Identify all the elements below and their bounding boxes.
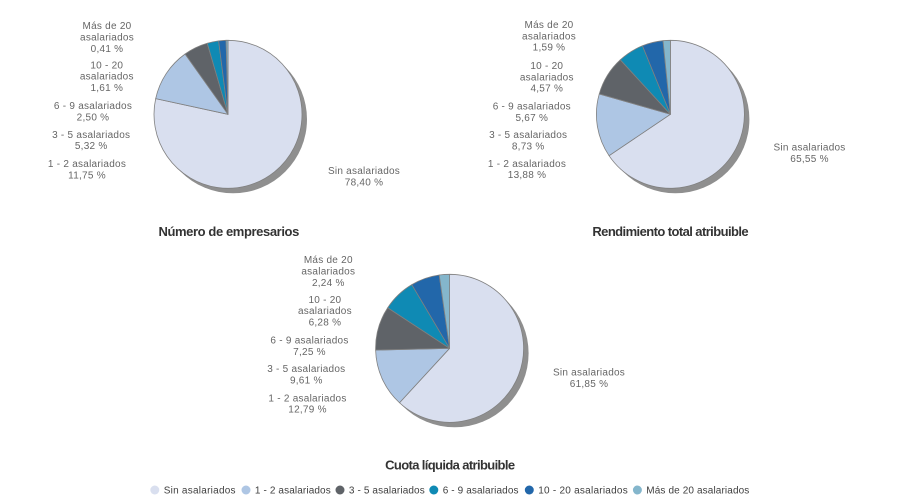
svg-text:78,40 %: 78,40 % <box>345 178 383 189</box>
svg-text:5,67 %: 5,67 % <box>515 113 548 124</box>
svg-text:10 - 20 asalariados: 10 - 20 asalariados <box>538 486 628 497</box>
svg-text:1 - 2 asalariados: 1 - 2 asalariados <box>48 159 126 170</box>
svg-text:asalariados: asalariados <box>298 306 352 317</box>
svg-text:5,32 %: 5,32 % <box>75 141 108 152</box>
svg-text:6 - 9 asalariados: 6 - 9 asalariados <box>493 102 571 113</box>
svg-text:0,41 %: 0,41 % <box>91 44 124 55</box>
svg-text:asalariados: asalariados <box>80 33 134 44</box>
svg-text:Sin asalariados: Sin asalariados <box>328 166 400 177</box>
svg-text:61,85 %: 61,85 % <box>570 379 608 390</box>
svg-text:Número de empresarios: Número de empresarios <box>158 224 299 239</box>
svg-text:11,75 %: 11,75 % <box>68 171 106 182</box>
svg-text:Sin asalariados: Sin asalariados <box>553 368 625 379</box>
svg-text:asalariados: asalariados <box>520 72 574 83</box>
svg-text:6 - 9 asalariados: 6 - 9 asalariados <box>270 336 348 347</box>
svg-text:Sin asalariados: Sin asalariados <box>164 486 236 497</box>
svg-text:Más de 20: Más de 20 <box>83 21 132 32</box>
svg-text:12,79 %: 12,79 % <box>288 405 326 416</box>
svg-text:6,28 %: 6,28 % <box>309 317 342 328</box>
svg-text:2,50 %: 2,50 % <box>77 112 110 123</box>
svg-text:1 - 2 asalariados: 1 - 2 asalariados <box>488 159 566 170</box>
svg-text:1,61 %: 1,61 % <box>90 83 123 94</box>
svg-text:6 - 9 asalariados: 6 - 9 asalariados <box>54 101 132 112</box>
svg-text:10 - 20: 10 - 20 <box>308 295 341 306</box>
svg-text:4,57 %: 4,57 % <box>530 84 563 95</box>
svg-text:10 - 20: 10 - 20 <box>530 61 563 72</box>
svg-text:8,73 %: 8,73 % <box>512 142 545 153</box>
svg-text:10 - 20: 10 - 20 <box>90 60 123 71</box>
svg-text:7,25 %: 7,25 % <box>293 347 326 358</box>
svg-text:Cuota líquida atribuible: Cuota líquida atribuible <box>385 457 515 472</box>
svg-text:3 - 5 asalariados: 3 - 5 asalariados <box>52 130 130 141</box>
svg-text:asalariados: asalariados <box>522 31 576 42</box>
svg-text:Rendimiento total atribuible: Rendimiento total atribuible <box>592 224 748 239</box>
svg-text:Más de 20 asalariados: Más de 20 asalariados <box>646 486 749 497</box>
svg-text:1 - 2 asalariados: 1 - 2 asalariados <box>255 486 331 497</box>
svg-text:1,59 %: 1,59 % <box>533 43 566 54</box>
svg-text:3 - 5 asalariados: 3 - 5 asalariados <box>489 130 567 141</box>
svg-text:Más de 20: Más de 20 <box>525 20 574 31</box>
svg-text:asalariados: asalariados <box>301 267 355 278</box>
svg-text:65,55 %: 65,55 % <box>790 154 828 165</box>
svg-text:asalariados: asalariados <box>80 72 134 83</box>
svg-text:2,24 %: 2,24 % <box>312 278 345 289</box>
svg-text:Más de 20: Más de 20 <box>304 255 353 266</box>
svg-text:Sin asalariados: Sin asalariados <box>773 143 845 154</box>
svg-text:9,61 %: 9,61 % <box>290 376 323 387</box>
svg-text:6 - 9 asalariados: 6 - 9 asalariados <box>443 486 519 497</box>
svg-text:3 - 5 asalariados: 3 - 5 asalariados <box>349 486 425 497</box>
svg-text:1 - 2 asalariados: 1 - 2 asalariados <box>268 393 346 404</box>
svg-text:13,88 %: 13,88 % <box>508 170 546 181</box>
svg-text:3 - 5 asalariados: 3 - 5 asalariados <box>267 364 345 375</box>
